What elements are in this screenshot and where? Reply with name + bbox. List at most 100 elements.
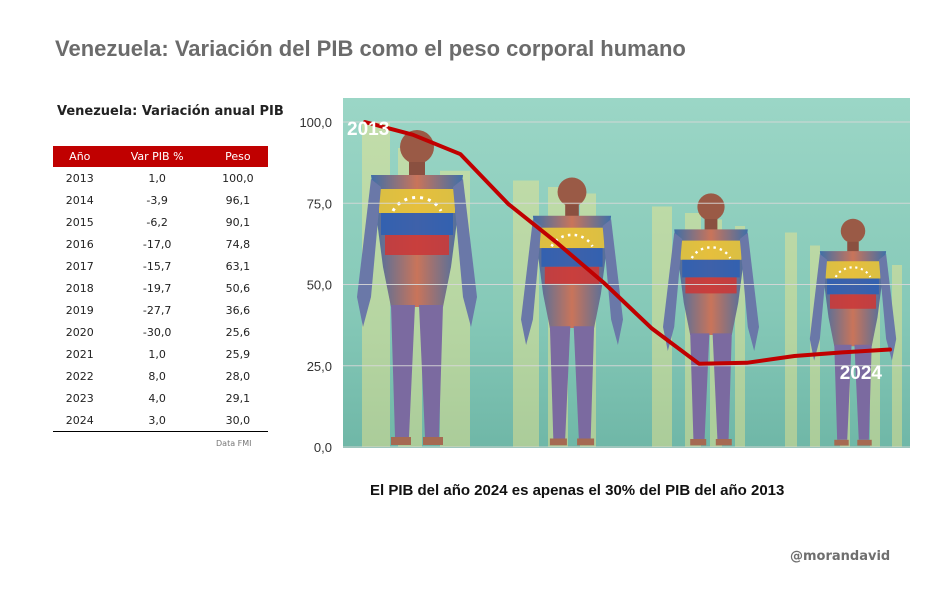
cell-var: -27,7 <box>142 303 172 317</box>
y-axis: 0,0 25,0 50,0 75,0 100,0 <box>299 115 332 455</box>
decorative-bar <box>735 226 745 447</box>
cell-var: -30,0 <box>142 325 172 339</box>
table-row: 2022 8,0 28,0 <box>53 365 268 387</box>
table-row: 2019 -27,7 36,6 <box>53 299 268 321</box>
body-figures <box>357 130 897 446</box>
cell-var: 4,0 <box>148 391 166 405</box>
cell-weight: 25,9 <box>225 347 251 361</box>
column-header-year: Año <box>53 146 107 167</box>
figure-right-leg <box>419 305 443 437</box>
series-line <box>363 120 892 366</box>
cell-var: 1,0 <box>148 347 166 361</box>
decorative-bar <box>870 258 880 447</box>
flag-stripe-blue <box>682 259 740 278</box>
table-title: Venezuela: Variación anual PIB <box>57 104 284 119</box>
table-row: 2017 -15,7 63,1 <box>53 255 268 277</box>
figure-left-leg <box>834 344 852 440</box>
y-tick-label: 0,0 <box>314 440 332 455</box>
figure-left-arm <box>521 219 542 345</box>
cell-weight: 96,1 <box>225 193 251 207</box>
cell-year: 2024 <box>53 409 107 432</box>
figure-left-leg <box>549 326 571 439</box>
figure-right-leg <box>712 333 732 439</box>
figure-right-leg <box>573 326 595 439</box>
cell-year: 2017 <box>65 259 94 273</box>
table-row: 2021 1,0 25,9 <box>53 343 268 365</box>
cell-year: 2015 <box>65 215 94 229</box>
y-tick-label: 50,0 <box>307 278 332 293</box>
decorative-bar <box>652 206 672 447</box>
table-row: 2013 1,0 100,0 <box>53 167 268 189</box>
figure-left-foot <box>690 439 707 446</box>
chart-svg: 0,0 25,0 50,0 75,0 100,0 2013 2024 <box>299 98 910 455</box>
cell-var: -3,9 <box>146 193 168 207</box>
cell-var: -19,7 <box>142 281 172 295</box>
figure-right-foot <box>423 437 443 445</box>
table-row: 2015 -6,2 90,1 <box>53 211 268 233</box>
cell-weight: 63,1 <box>225 259 251 273</box>
figure-left-arm <box>357 179 381 327</box>
cell-year: 2014 <box>65 193 94 207</box>
figure-head <box>697 193 725 221</box>
flag-stripe-blue <box>381 213 453 235</box>
gdp-chart: 0,0 25,0 50,0 75,0 100,0 2013 2024 <box>280 95 920 460</box>
page-title: Venezuela: Variación del PIB como el pes… <box>55 36 686 61</box>
cell-var: 1,0 <box>148 171 166 185</box>
figure-right-arm <box>739 232 759 351</box>
figure-neck <box>847 241 859 252</box>
flag-stripe-yellow <box>379 189 455 213</box>
cell-var: -15,7 <box>142 259 172 273</box>
flag-stripe-yellow <box>825 261 881 279</box>
figure-left-arm <box>663 232 683 351</box>
flag-stripe-red <box>685 277 737 294</box>
cell-year: 2023 <box>65 391 94 405</box>
column-header-weight: Peso <box>207 146 268 167</box>
gdp-line <box>363 120 892 366</box>
figure-neck <box>704 219 718 231</box>
table-row: 2023 4,0 29,1 <box>53 387 268 409</box>
y-tick-label: 75,0 <box>307 196 332 211</box>
annotations: 2013 2024 <box>347 119 882 384</box>
figure-left-leg <box>391 305 415 437</box>
figure-head <box>557 177 587 207</box>
gdp-table: Año Var PIB % Peso 2013 1,0 100,0 2014 -3,9 9… <box>53 146 268 432</box>
figure-left-arm <box>809 254 828 361</box>
annotation-end-year: 2024 <box>840 363 883 384</box>
human-figure <box>809 218 897 446</box>
figure-right-arm <box>878 254 897 361</box>
figure-right-arm <box>602 219 623 345</box>
table-row: 2016 -17,0 74,8 <box>53 233 268 255</box>
figure-right-foot <box>715 439 732 446</box>
cell-year: 2019 <box>65 303 94 317</box>
cell-weight: 50,6 <box>225 281 251 295</box>
cell-var: -17,0 <box>142 237 172 251</box>
flag-stripe-red <box>544 266 600 284</box>
cell-var: 8,0 <box>148 369 166 383</box>
author-handle: @morandavid <box>790 549 891 564</box>
decorative-bar <box>785 232 797 447</box>
flag-stripe-yellow <box>680 240 742 260</box>
table-row: 2024 3,0 30,0 <box>53 409 268 432</box>
cell-var: -6,2 <box>146 215 168 229</box>
cell-year: 2013 <box>65 171 94 185</box>
figure-head <box>840 218 866 244</box>
table-row: 2018 -19,7 50,6 <box>53 277 268 299</box>
cell-year: 2018 <box>65 281 94 295</box>
grid <box>343 121 910 448</box>
decorative-bar <box>892 265 902 447</box>
figure-left-foot <box>834 439 849 446</box>
column-header-var: Var PIB % <box>106 146 208 167</box>
data-source: Data FMI <box>216 439 252 448</box>
figure-right-leg <box>854 344 872 440</box>
flag-stripe-red <box>385 235 449 255</box>
cell-var: 3,0 <box>106 409 208 432</box>
cell-weight: 25,6 <box>225 325 251 339</box>
cell-year: 2016 <box>65 237 94 251</box>
cell-weight: 100,0 <box>222 171 254 185</box>
table-row: 2014 -3,9 96,1 <box>53 189 268 211</box>
cell-weight: 90,1 <box>225 215 251 229</box>
figure-neck <box>565 204 579 217</box>
table-header-row: Año Var PIB % Peso <box>53 146 268 167</box>
cell-weight: 74,8 <box>225 237 251 251</box>
human-figure <box>663 193 759 446</box>
